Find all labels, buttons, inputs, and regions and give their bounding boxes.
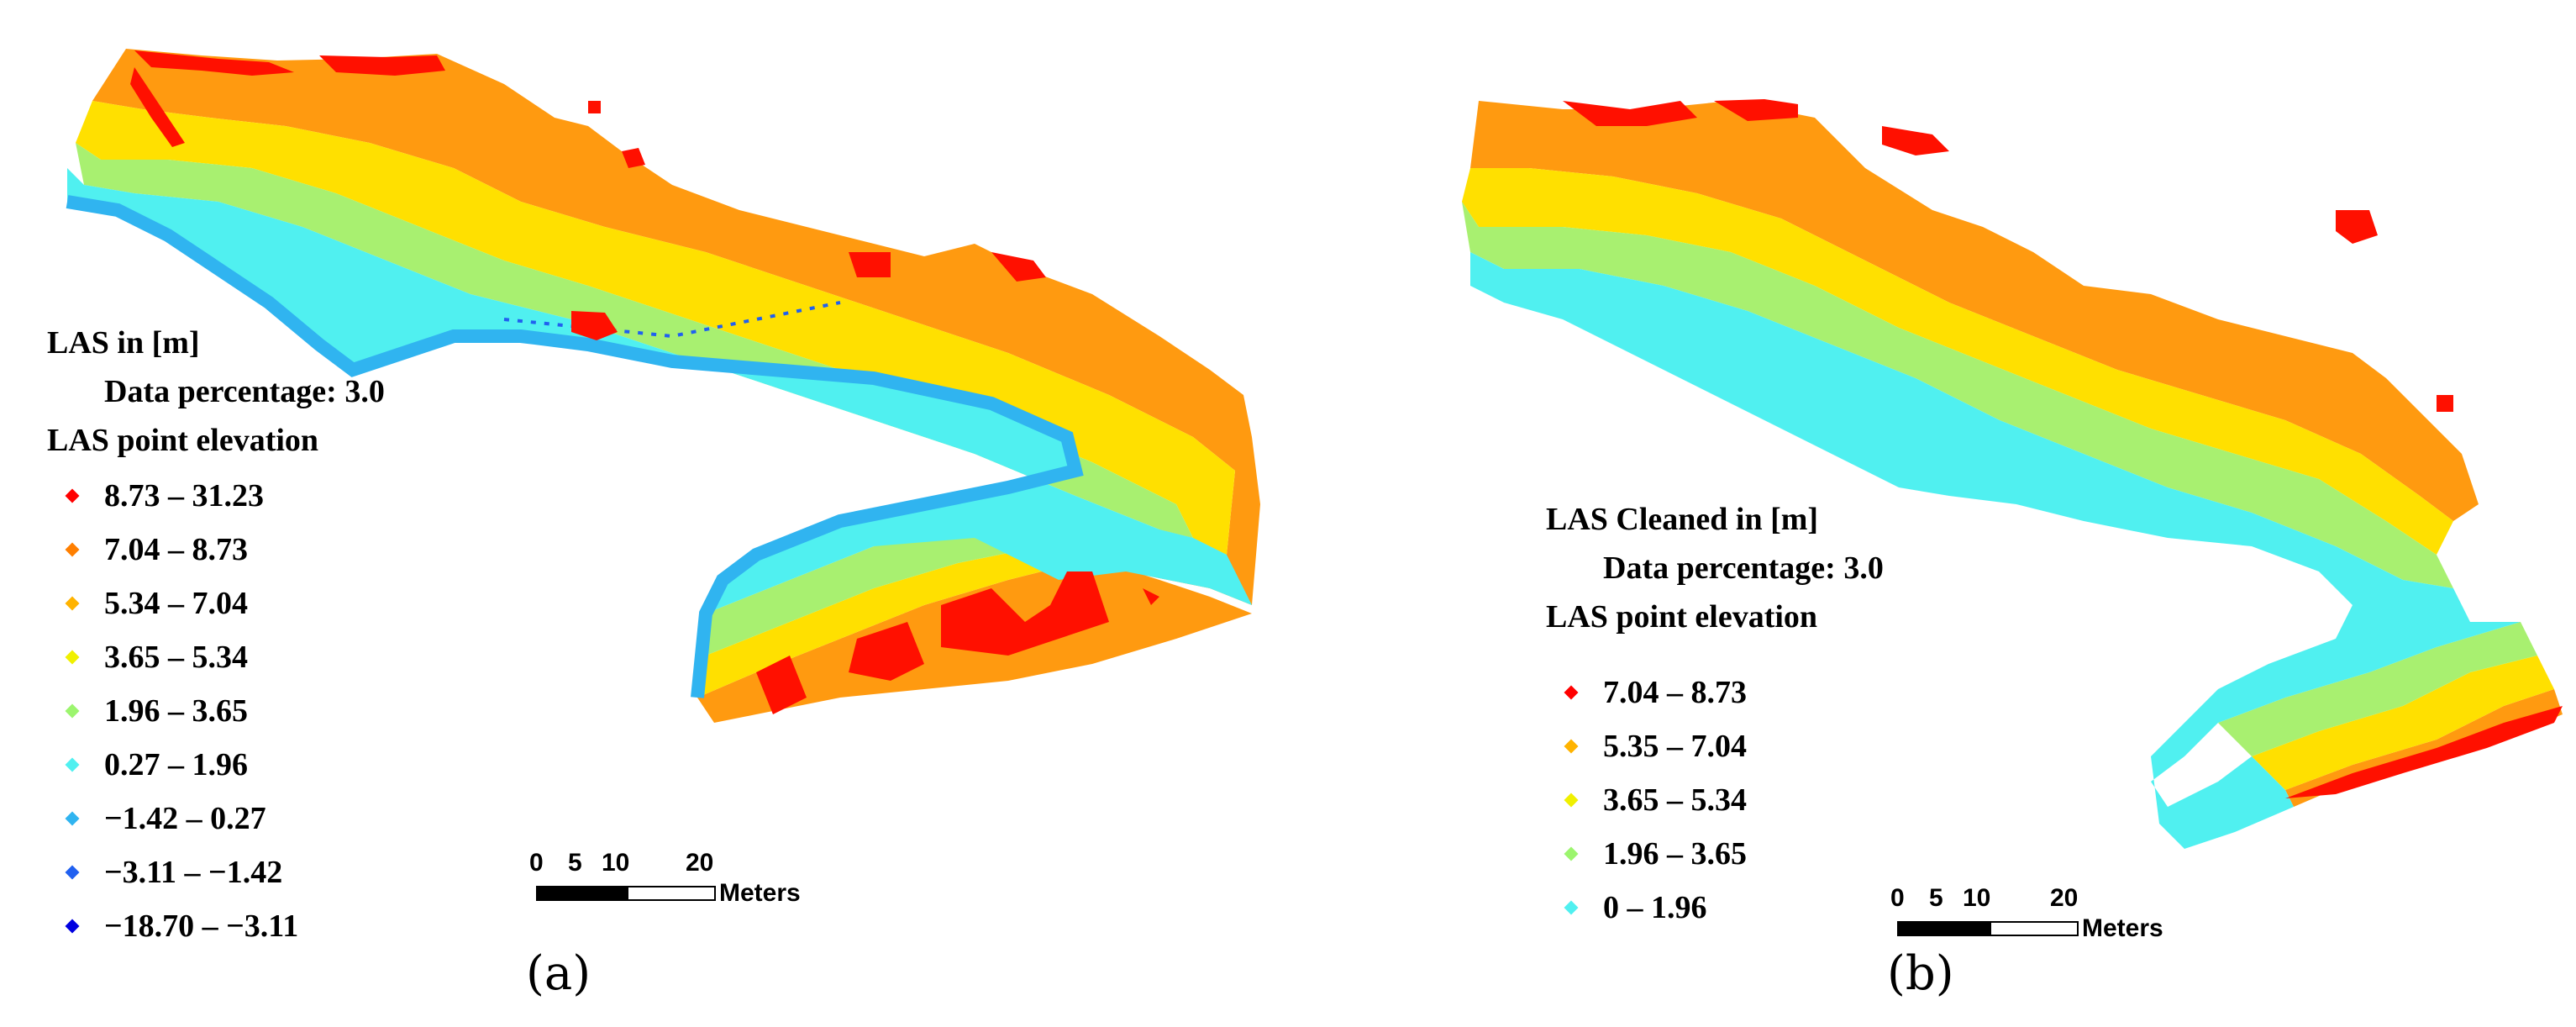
legend-item-label: 3.65 – 5.34 xyxy=(104,640,248,675)
legend-item: 1.96 – 3.65 xyxy=(1546,827,1884,881)
elevation-map-b xyxy=(1462,99,2563,849)
legend-item-label: 0 – 1.96 xyxy=(1603,890,1707,925)
scale-tick: 20 xyxy=(686,849,714,877)
scale-bar-a: 0 5 10 20 Meters xyxy=(529,849,832,916)
legend-title: LAS Cleaned in [m] xyxy=(1546,502,1819,537)
legend-items: 8.73 – 31.23 7.04 – 8.73 5.34 – 7.04 3.65 –… xyxy=(47,469,385,953)
scale-tick: 10 xyxy=(602,849,630,877)
legend-item-label: 7.04 – 8.73 xyxy=(1603,675,1747,710)
legend-item: −3.11 – −1.42 xyxy=(47,845,385,899)
legend-swatch-icon xyxy=(65,811,80,826)
legend-item: 7.04 – 8.73 xyxy=(1546,666,1884,719)
high-elevation-patches-b xyxy=(1563,99,2563,798)
band-b-yellow xyxy=(1462,168,2453,555)
band-a-blue-edge-2 xyxy=(503,301,841,339)
legend-item: 3.65 – 5.34 xyxy=(1546,773,1884,827)
legend-heading: LAS point elevation xyxy=(1546,599,1818,635)
band-a-yellow-south xyxy=(697,538,1210,698)
legend-title: LAS in [m] xyxy=(47,325,200,361)
legend-item-label: 3.65 – 5.34 xyxy=(1603,782,1747,818)
caption-b: (b) xyxy=(1887,946,1954,1001)
scale-bar-segment-white xyxy=(627,886,716,901)
band-b-green-south xyxy=(2218,622,2537,756)
legend-swatch-icon xyxy=(65,703,80,719)
legend-swatch-icon xyxy=(65,596,80,611)
scale-tick: 0 xyxy=(1890,884,1905,912)
legend-item-label: −18.70 – −3.11 xyxy=(104,908,299,944)
legend-heading: LAS point elevation xyxy=(47,423,319,458)
caption-a: (a) xyxy=(526,946,591,1001)
legend-swatch-icon xyxy=(65,650,80,665)
legend-item: −1.42 – 0.27 xyxy=(47,792,385,845)
legend-swatch-icon xyxy=(65,919,80,934)
band-b-orange xyxy=(1470,101,2479,521)
scale-tick: 20 xyxy=(2050,884,2079,912)
legend-swatch-icon xyxy=(65,542,80,557)
legend-item-label: 7.04 – 8.73 xyxy=(104,532,248,567)
scale-unit: Meters xyxy=(719,879,801,907)
band-a-blue-edge xyxy=(66,195,1084,698)
scale-bar-segment-black xyxy=(536,886,628,901)
scale-bar-b: 0 5 10 20 Meters xyxy=(1890,884,2193,951)
panel-a: LAS in [m] Data percentage: 3.0 LAS poin… xyxy=(47,49,1260,1001)
legend-swatch-icon xyxy=(65,488,80,503)
legend-item: 8.73 – 31.23 xyxy=(47,469,385,523)
band-b-cyan-south xyxy=(2168,756,2294,849)
band-b-cyan xyxy=(1470,252,2521,849)
band-b-yellow-south xyxy=(2252,656,2554,790)
legend-item: 7.04 – 8.73 xyxy=(47,523,385,577)
elevation-map-a xyxy=(66,49,1260,723)
legend-subtitle: Data percentage: 3.0 xyxy=(1603,550,1884,586)
legend-swatch-icon xyxy=(1564,739,1579,754)
legend-item: 0.27 – 1.96 xyxy=(47,738,385,792)
legend-item: 5.34 – 7.04 xyxy=(47,577,385,630)
legend-item-label: 5.34 – 7.04 xyxy=(104,586,248,621)
scale-tick: 10 xyxy=(1963,884,1991,912)
scale-tick: 0 xyxy=(529,849,544,877)
legend-item-label: 5.35 – 7.04 xyxy=(1603,729,1747,764)
scale-bar-segment-white xyxy=(1990,921,2079,936)
legend-a: LAS in [m] Data percentage: 3.0 LAS poin… xyxy=(47,324,385,953)
legend-b: LAS Cleaned in [m] Data percentage: 3.0 … xyxy=(1546,501,1884,935)
band-b-green xyxy=(1462,202,2453,588)
legend-item-label: 0.27 – 1.96 xyxy=(104,747,248,782)
scale-tick: 5 xyxy=(568,849,582,877)
legend-item: 3.65 – 5.34 xyxy=(47,630,385,684)
legend-items: 7.04 – 8.73 5.35 – 7.04 3.65 – 5.34 1.96 – … xyxy=(1546,666,1884,935)
high-elevation-patches-a xyxy=(130,50,1159,714)
panel-b: LAS Cleaned in [m] Data percentage: 3.0 … xyxy=(1344,0,2576,1027)
legend-swatch-icon xyxy=(1564,685,1579,700)
legend-item-label: 8.73 – 31.23 xyxy=(104,478,264,514)
legend-swatch-icon xyxy=(1564,793,1579,808)
legend-item-label: 1.96 – 3.65 xyxy=(104,693,248,729)
legend-swatch-icon xyxy=(65,865,80,880)
legend-item: 1.96 – 3.65 xyxy=(47,684,385,738)
band-a-yellow xyxy=(76,101,1235,555)
scale-bar-segment-black xyxy=(1897,921,1991,936)
legend-item-label: −1.42 – 0.27 xyxy=(104,801,266,836)
legend-item: 0 – 1.96 xyxy=(1546,881,1884,935)
legend-swatch-icon xyxy=(1564,846,1579,861)
legend-item: 5.35 – 7.04 xyxy=(1546,719,1884,773)
legend-swatch-icon xyxy=(65,757,80,772)
scale-unit: Meters xyxy=(2082,914,2163,942)
legend-item-label: −3.11 – −1.42 xyxy=(104,855,283,890)
legend-subtitle: Data percentage: 3.0 xyxy=(104,374,385,409)
legend-item: −18.70 – −3.11 xyxy=(47,899,385,953)
legend-swatch-icon xyxy=(1564,900,1579,915)
legend-item-label: 1.96 – 3.65 xyxy=(1603,836,1747,872)
scale-tick: 5 xyxy=(1929,884,1943,912)
